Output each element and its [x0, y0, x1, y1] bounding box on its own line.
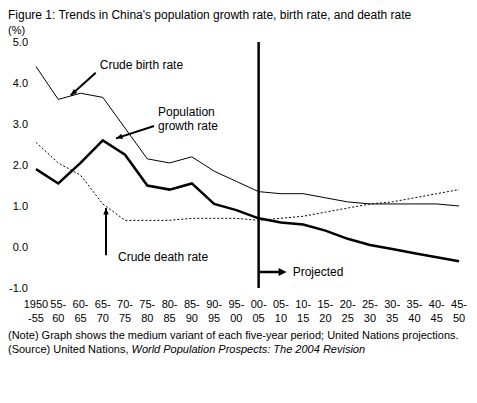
svg-text:Crude death rate: Crude death rate: [118, 250, 208, 264]
svg-text:60: 60: [52, 312, 64, 324]
svg-text:1950: 1950: [24, 298, 48, 310]
svg-text:5.0: 5.0: [13, 36, 28, 48]
svg-text:-55: -55: [28, 312, 44, 324]
html-text:Figure 1: Trends in China's po: Figure 1: Trends in China's population g…: [8, 8, 412, 22]
svg-text:15-: 15-: [317, 298, 333, 310]
svg-text:95: 95: [208, 312, 220, 324]
svg-text:90: 90: [186, 312, 198, 324]
svg-text:45-: 45-: [451, 298, 467, 310]
svg-text:30: 30: [364, 312, 376, 324]
svg-text:10-: 10-: [295, 298, 311, 310]
svg-text:Crude birth rate: Crude birth rate: [100, 58, 184, 72]
svg-text:90-: 90-: [206, 298, 222, 310]
svg-text:40-: 40-: [429, 298, 445, 310]
svg-text:20: 20: [319, 312, 331, 324]
svg-text:Projected: Projected: [293, 265, 344, 279]
svg-text:40: 40: [408, 312, 420, 324]
svg-text:70: 70: [97, 312, 109, 324]
svg-text:85-: 85-: [184, 298, 200, 310]
svg-text:80-: 80-: [162, 298, 178, 310]
svg-text:growth rate: growth rate: [158, 119, 218, 133]
svg-text:55-: 55-: [50, 298, 66, 310]
svg-text:35-: 35-: [407, 298, 423, 310]
svg-text:35: 35: [386, 312, 398, 324]
svg-text:70-: 70-: [117, 298, 133, 310]
svg-text:75-: 75-: [139, 298, 155, 310]
svg-text:15: 15: [297, 312, 309, 324]
svg-text:1.0: 1.0: [13, 200, 28, 212]
svg-text:45: 45: [431, 312, 443, 324]
svg-text:10: 10: [275, 312, 287, 324]
svg-text:85: 85: [163, 312, 175, 324]
svg-text:25: 25: [342, 312, 354, 324]
svg-text:0.0: 0.0: [13, 241, 28, 253]
svg-text:20-: 20-: [340, 298, 356, 310]
html-text:(Note) Graph shows the medium: (Note) Graph shows the medium variant of…: [8, 329, 459, 341]
svg-text:65: 65: [74, 312, 86, 324]
svg-text:75: 75: [119, 312, 131, 324]
svg-text:00: 00: [230, 312, 242, 324]
svg-text:25-: 25-: [362, 298, 378, 310]
svg-text:60-: 60-: [73, 298, 89, 310]
svg-text:30-: 30-: [384, 298, 400, 310]
svg-text:-1.0: -1.0: [9, 282, 28, 294]
svg-text:00-: 00-: [251, 298, 267, 310]
svg-text:80: 80: [141, 312, 153, 324]
svg-text:95-: 95-: [228, 298, 244, 310]
html-text:(Source) United Nations, World: (Source) United Nations, World Populatio…: [8, 343, 366, 355]
svg-text:65-: 65-: [95, 298, 111, 310]
svg-text:05: 05: [253, 312, 265, 324]
svg-text:50: 50: [453, 312, 465, 324]
svg-text:3.0: 3.0: [13, 118, 28, 130]
svg-text:05-: 05-: [273, 298, 289, 310]
svg-text:4.0: 4.0: [13, 77, 28, 89]
svg-text:2.0: 2.0: [13, 159, 28, 171]
svg-text:Population: Population: [158, 105, 215, 119]
